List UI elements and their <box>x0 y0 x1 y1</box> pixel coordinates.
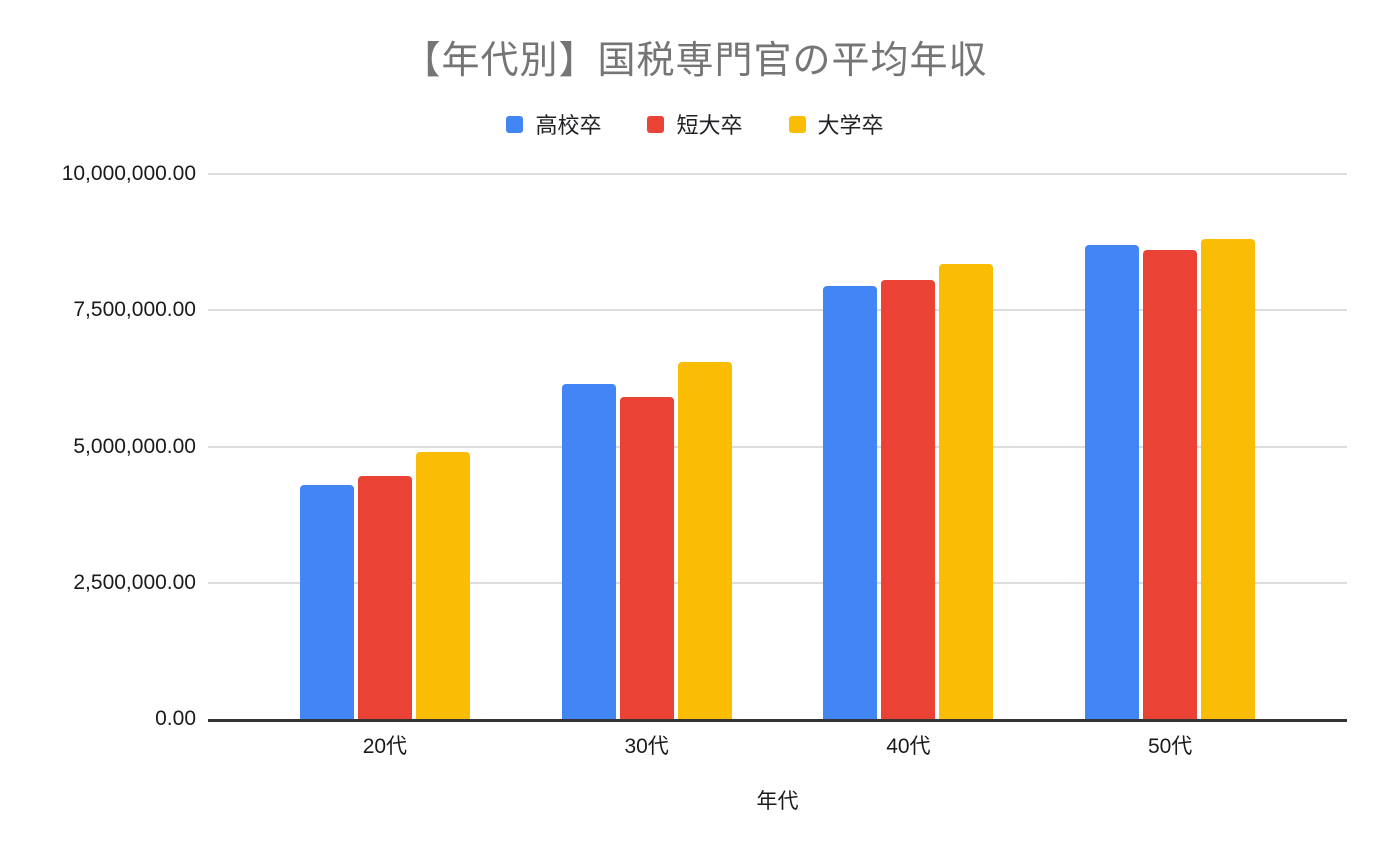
y-axis-tick-label: 2,500,000.00 <box>73 570 196 594</box>
x-axis-tick-label: 40代 <box>886 735 931 758</box>
legend-item-短大卒: 短大卒 <box>647 108 743 140</box>
bar-groups <box>208 174 1347 719</box>
bar-group-30代 <box>516 174 778 719</box>
legend-item-大学卒: 大学卒 <box>788 108 884 140</box>
bar-大学卒-40代 <box>939 263 994 719</box>
bar-高校卒-40代 <box>823 285 878 719</box>
bar-短大卒-30代 <box>619 397 674 719</box>
x-axis-labels: 20代 30代 40代 50代 <box>208 730 1347 760</box>
gridline <box>208 445 1347 448</box>
bar-大学卒-50代 <box>1201 239 1256 719</box>
gridline <box>208 309 1347 312</box>
y-axis-tick-label: 10,000,000.00 <box>61 162 196 185</box>
y-axis-labels: 10,000,000.00 7,500,000.00 5,000,000.00 2,5… <box>0 162 196 730</box>
bar-group-50代 <box>1039 174 1301 719</box>
plot-area <box>208 173 1347 722</box>
legend-swatch-icon <box>647 115 665 133</box>
bar-高校卒-50代 <box>1085 244 1140 719</box>
legend-swatch-icon <box>788 115 806 133</box>
legend-item-高校卒: 高校卒 <box>506 108 601 140</box>
legend-label: 大学卒 <box>817 113 884 138</box>
legend: 高校卒 短大卒 大学卒 <box>0 108 1390 140</box>
x-axis-tick-label: 20代 <box>362 735 408 758</box>
gridline <box>208 581 1347 584</box>
bar-高校卒-30代 <box>561 383 616 719</box>
x-axis-tick-label: 50代 <box>1147 735 1193 758</box>
bar-group-40代 <box>778 174 1040 719</box>
bar-大学卒-30代 <box>677 362 732 719</box>
bar-短大卒-40代 <box>881 280 936 719</box>
bar-高校卒-20代 <box>299 484 354 719</box>
gridline <box>208 173 1347 175</box>
y-axis-tick-label: 5,000,000.00 <box>73 434 196 458</box>
legend-label: 高校卒 <box>535 113 602 138</box>
y-axis-tick-label: 0.00 <box>155 707 196 730</box>
x-axis-tick-label: 30代 <box>624 735 669 758</box>
bar-group-20代 <box>254 174 516 719</box>
bar-短大卒-50代 <box>1143 250 1198 719</box>
bar-大学卒-20代 <box>415 451 470 719</box>
chart-title: 【年代別】国税専門官の平均年収 <box>402 40 988 82</box>
legend-label: 短大卒 <box>676 113 743 138</box>
legend-swatch-icon <box>506 115 524 133</box>
y-axis-tick-label: 7,500,000.00 <box>73 298 196 322</box>
x-axis-title: 年代 <box>756 790 799 813</box>
bar-短大卒-20代 <box>357 476 412 719</box>
